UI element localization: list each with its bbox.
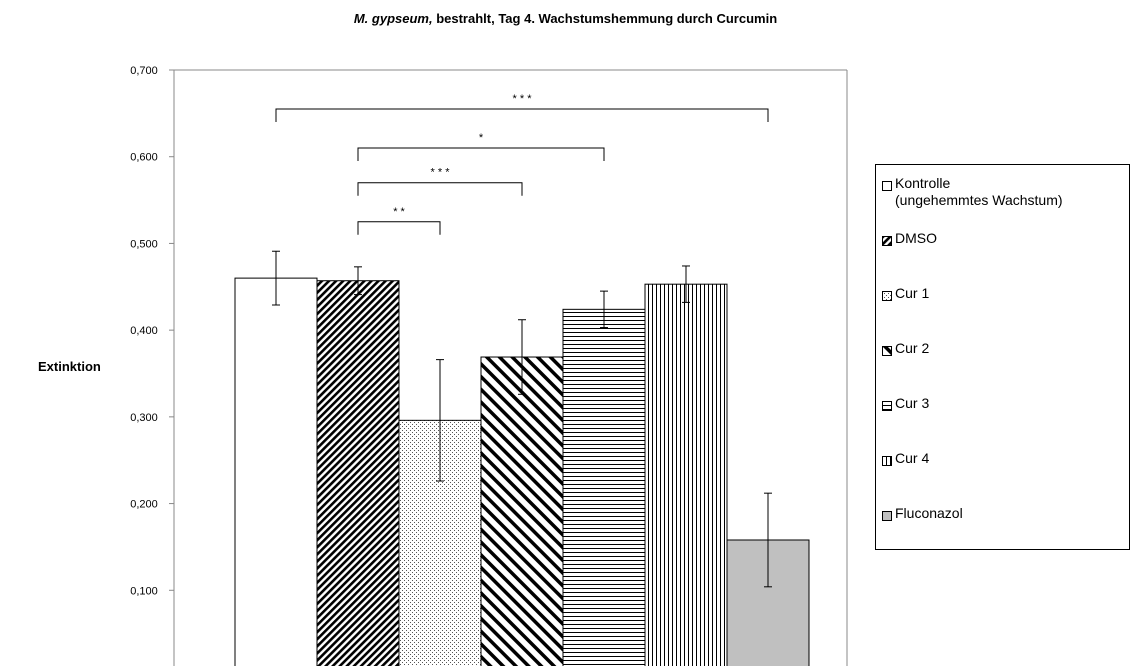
legend-label-kontrolle: Kontrolle (ungehemmtes Wachstum) [895, 175, 1063, 208]
significance-label: * * [393, 206, 405, 218]
bar [316, 280, 400, 666]
bar [562, 308, 646, 666]
legend-swatch-cur2 [882, 343, 892, 356]
significance-brackets: * * * * * * * * * [275, 93, 769, 235]
error-bars [272, 250, 772, 588]
legend-label-cur4: Cur 4 [895, 450, 930, 466]
y-tick-label: 0,400 [130, 325, 158, 337]
legend-swatch-fluconazol [882, 508, 892, 521]
significance-label: * * * [513, 93, 533, 105]
significance-bracket [357, 147, 605, 162]
y-axis: 0,100 0,200 0,300 0,400 0,500 0,600 0,700 [130, 65, 848, 666]
legend-label-cur3: Cur 3 [895, 395, 930, 411]
legend-swatch-cur3 [882, 398, 892, 411]
y-tick-label: 0,100 [130, 585, 158, 597]
bar [644, 283, 728, 666]
significance-bracket [275, 108, 769, 123]
y-tick-label: 0,300 [130, 412, 158, 424]
legend-swatch-kontrolle [882, 178, 892, 191]
chart-title-species: M. gypseum, [353, 11, 433, 26]
significance-label: * [479, 132, 484, 144]
bar [480, 356, 564, 666]
significance-label: * * * [431, 167, 451, 179]
legend-label-fluconazol: Fluconazol [895, 505, 963, 521]
significance-bracket [357, 221, 441, 235]
y-tick-label: 0,700 [130, 65, 158, 77]
y-tick-label: 0,600 [130, 152, 158, 164]
chart-title: M. gypseum, bestrahlt, Tag 4. Wachstumsh… [0, 11, 1131, 26]
legend: Kontrolle (ungehemmtes Wachstum) DMSO Cur… [875, 164, 1130, 550]
legend-swatch-cur4 [882, 453, 892, 466]
y-tick-label: 0,500 [130, 238, 158, 250]
chart-title-text: bestrahlt, Tag 4. Wachstumshemmung durch… [432, 11, 778, 26]
y-axis-label: Extinktion [38, 359, 101, 374]
legend-label-cur1: Cur 1 [895, 285, 930, 301]
legend-label-cur2: Cur 2 [895, 340, 930, 356]
y-tick-label: 0,200 [130, 499, 158, 511]
bar [234, 277, 318, 666]
legend-swatch-dmso [882, 233, 892, 246]
legend-swatch-cur1 [882, 288, 892, 301]
bars [234, 277, 810, 666]
legend-label-dmso: DMSO [895, 230, 937, 246]
significance-bracket [357, 182, 523, 196]
